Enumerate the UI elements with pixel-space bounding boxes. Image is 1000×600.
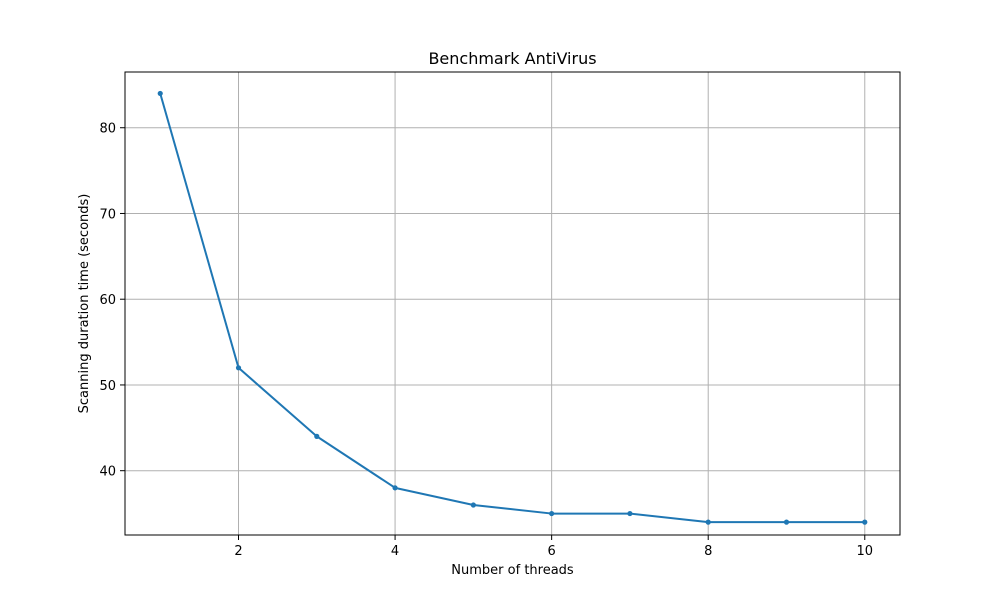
x-tick-label: 4 bbox=[391, 544, 399, 559]
x-tick-label: 8 bbox=[704, 544, 712, 559]
data-point bbox=[862, 519, 868, 525]
x-tick-label: 2 bbox=[234, 544, 242, 559]
x-axis-label: Number of threads bbox=[451, 563, 574, 578]
y-tick-label: 50 bbox=[99, 379, 116, 394]
plot-frame bbox=[124, 71, 901, 536]
data-point bbox=[314, 433, 320, 439]
x-tick-label: 6 bbox=[548, 544, 556, 559]
data-point bbox=[470, 502, 476, 508]
chart-title: Benchmark AntiVirus bbox=[428, 49, 596, 68]
data-point bbox=[549, 510, 555, 517]
data-point bbox=[235, 365, 242, 371]
series-group bbox=[157, 90, 868, 525]
data-point bbox=[783, 519, 790, 525]
data-point bbox=[157, 90, 163, 97]
y-tick-label: 60 bbox=[99, 293, 116, 308]
data-point bbox=[705, 519, 711, 525]
y-axis-label: Scanning duration time (seconds) bbox=[77, 194, 92, 414]
y-tick-label: 40 bbox=[99, 465, 116, 480]
data-point bbox=[627, 510, 633, 517]
series-line bbox=[159, 92, 866, 524]
data-point bbox=[392, 485, 398, 491]
x-tick-label: 10 bbox=[856, 544, 873, 559]
y-tick-label: 80 bbox=[99, 122, 116, 137]
grid-lines bbox=[125, 72, 900, 535]
axis-ticks: 2 4 6 8 10 40 50 60 70 80 bbox=[99, 122, 873, 559]
y-tick-label: 70 bbox=[99, 207, 116, 222]
